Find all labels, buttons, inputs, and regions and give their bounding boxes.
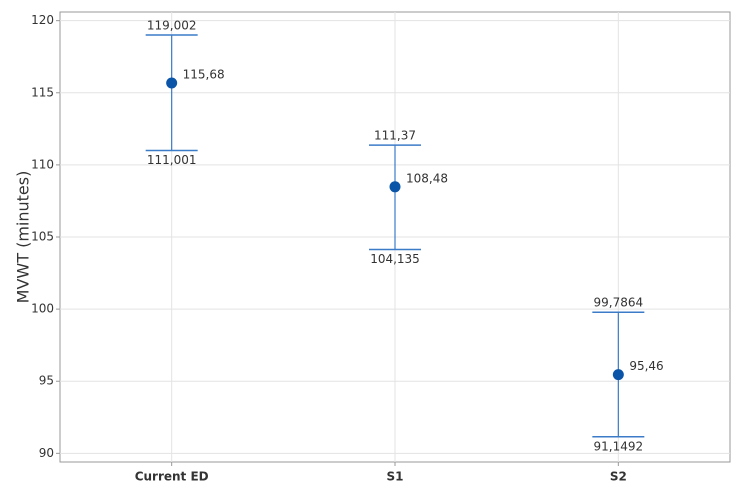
x-tick-label: S1: [387, 470, 404, 484]
y-tick-label: 100: [31, 302, 54, 316]
upper-label: 99,7864: [594, 296, 644, 310]
lower-label: 104,135: [370, 252, 420, 266]
lower-label: 91,1492: [594, 439, 644, 453]
mean-point: [389, 181, 401, 193]
y-tick-label: 95: [39, 374, 54, 388]
y-tick-label: 120: [31, 13, 54, 27]
upper-label: 119,002: [147, 19, 197, 33]
value-label: 108,48: [406, 171, 448, 185]
x-tick-label: Current ED: [135, 470, 209, 484]
value-label: 115,68: [183, 67, 225, 81]
value-label: 95,46: [629, 359, 663, 373]
y-tick-label: 115: [31, 85, 54, 99]
y-axis-label: MVWT (minutes): [14, 171, 33, 304]
y-tick-label: 110: [31, 157, 54, 171]
y-tick-label: 90: [39, 446, 54, 460]
y-tick-label: 105: [31, 230, 54, 244]
mean-point: [166, 77, 178, 89]
x-tick-label: S2: [610, 470, 627, 484]
upper-label: 111,37: [374, 129, 416, 143]
lower-label: 111,001: [147, 153, 197, 167]
mean-point: [612, 369, 624, 381]
